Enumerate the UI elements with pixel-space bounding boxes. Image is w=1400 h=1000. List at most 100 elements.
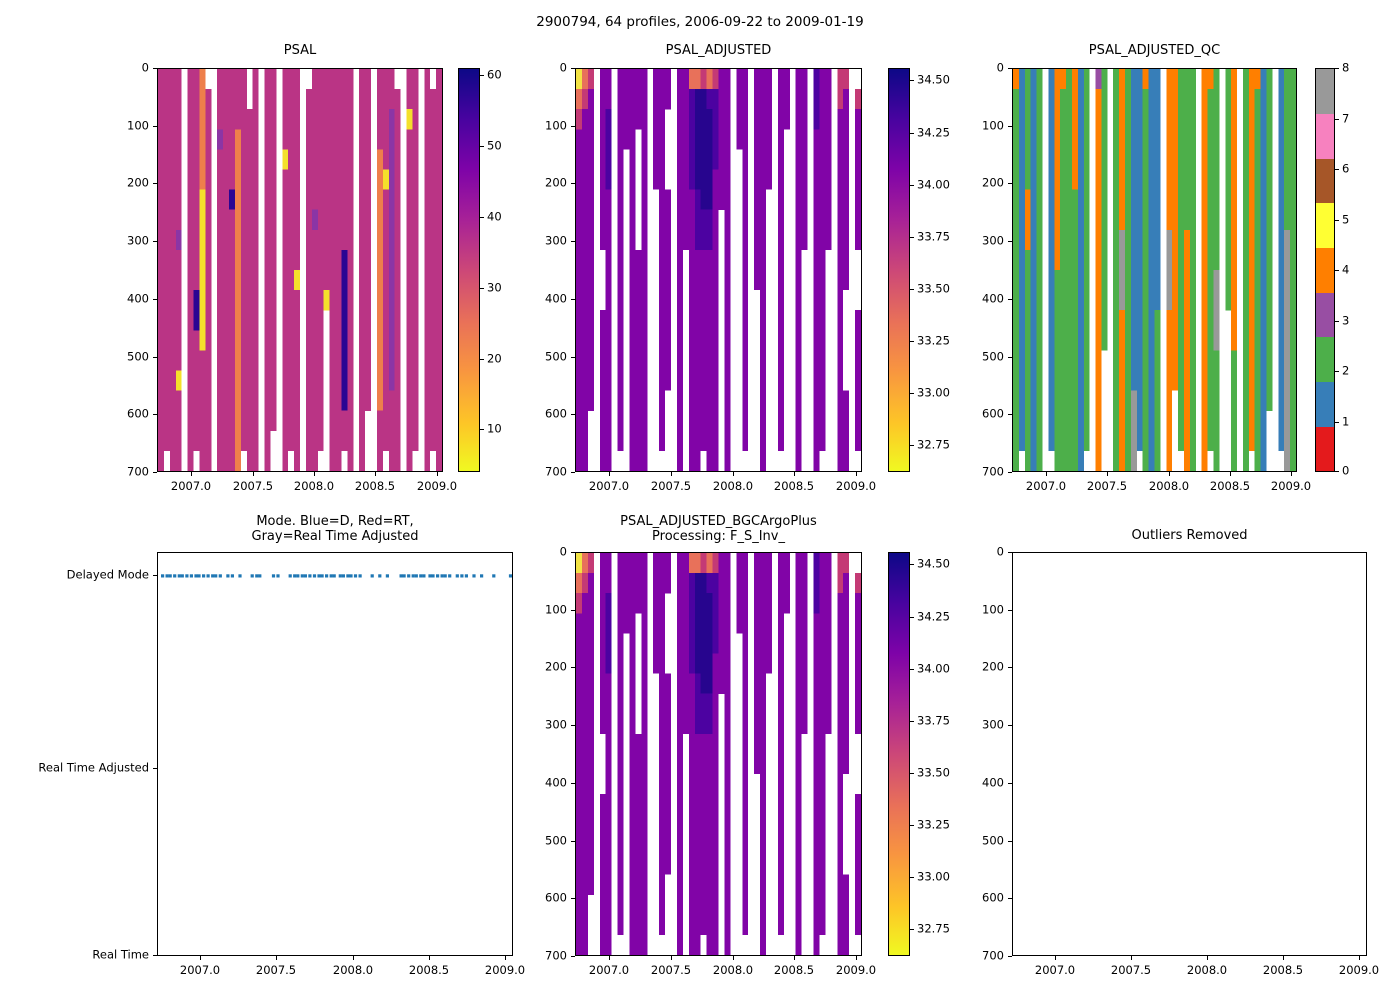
y-tick-label: 100 — [545, 118, 567, 133]
x-tick-label: 2008.5 — [773, 479, 815, 493]
cb-tick-mark — [910, 289, 914, 290]
cb-tick-mark — [1335, 471, 1339, 472]
y-tick-label: 200 — [545, 175, 567, 190]
y-tick-mark — [571, 610, 575, 611]
title-mode-line1: Mode. Blue=D, Red=RT, — [256, 514, 414, 529]
y-tick-mark — [1008, 841, 1012, 842]
y-tick-label: 300 — [982, 717, 1004, 732]
y-tick-label: 0 — [559, 60, 567, 75]
cb-tick-mark — [1335, 270, 1339, 271]
y-tick-mark — [1008, 472, 1012, 473]
y-tick-label: 0 — [141, 60, 149, 75]
y-tick-mark — [571, 357, 575, 358]
x-tick-label: 2008.5 — [773, 963, 815, 977]
title-bgc: PSAL_ADJUSTED_BGCArgoPlus Processing: F_S… — [575, 514, 862, 544]
x-tick-label: 2008.0 — [1186, 963, 1228, 977]
x-tick-mark — [1055, 956, 1056, 960]
cb-tick-mark — [910, 564, 914, 565]
cb-tick-label: 6 — [1342, 161, 1350, 176]
cb-tick-label: 32.75 — [917, 921, 950, 936]
panel-psal-adjusted-heatmap — [576, 69, 861, 471]
x-tick-mark — [794, 956, 795, 960]
x-tick-label: 2007.0 — [179, 963, 221, 977]
panel-outliers-removed — [1012, 552, 1367, 956]
y-tick-label: 600 — [982, 406, 1004, 421]
y-tick-label: 200 — [127, 175, 149, 190]
title-psal-adjusted-qc: PSAL_ADJUSTED_QC — [1088, 43, 1221, 58]
cb-tick-label: 0 — [1342, 463, 1350, 478]
y-tick-mark — [571, 68, 575, 69]
cb-tick-mark — [910, 877, 914, 878]
y-tick-label: 700 — [545, 464, 567, 479]
cb-tick-mark — [910, 669, 914, 670]
y-tick-label: 0 — [559, 544, 567, 559]
cb-tick-mark — [910, 929, 914, 930]
cb-tick-label: 33.75 — [917, 713, 950, 728]
y-tick-label: 100 — [545, 602, 567, 617]
y-tick-label: 500 — [545, 349, 567, 364]
x-tick-label: 2007.5 — [650, 963, 692, 977]
cb-tick-mark — [1335, 321, 1339, 322]
x-tick-mark — [733, 472, 734, 476]
panel-mode — [157, 552, 513, 956]
y-tick-mark — [153, 68, 157, 69]
y-tick-mark — [571, 241, 575, 242]
x-tick-mark — [671, 956, 672, 960]
panel-psal-adjusted — [575, 68, 862, 472]
cb-tick-mark — [480, 146, 484, 147]
y-tick-mark — [571, 552, 575, 553]
x-tick-mark — [1230, 472, 1231, 476]
x-tick-mark — [505, 956, 506, 960]
x-tick-mark — [1291, 472, 1292, 476]
x-tick-mark — [1107, 472, 1108, 476]
cb-tick-mark — [910, 341, 914, 342]
cb-tick-label: 34.50 — [917, 72, 950, 87]
y-tick-label: 700 — [127, 464, 149, 479]
cb-tick-mark — [480, 288, 484, 289]
y-tick-mark — [153, 768, 157, 769]
y-tick-mark — [1008, 610, 1012, 611]
x-tick-mark — [276, 956, 277, 960]
cb-tick-mark — [910, 237, 914, 238]
y-tick-mark — [1008, 241, 1012, 242]
x-tick-mark — [1169, 472, 1170, 476]
y-tick-mark — [571, 414, 575, 415]
x-tick-label: 2007.0 — [1025, 479, 1067, 493]
y-tick-label: 500 — [127, 349, 149, 364]
x-tick-label: 2008.0 — [712, 963, 754, 977]
x-tick-label: 2009.0 — [835, 479, 877, 493]
x-tick-label: 2007.5 — [232, 479, 274, 493]
panel-bgc-heatmap — [576, 553, 861, 955]
y-tick-mark — [1008, 552, 1012, 553]
x-tick-label: 2007.5 — [1110, 963, 1152, 977]
cb-tick-label: 34.25 — [917, 125, 950, 140]
y-tick-label: 400 — [127, 291, 149, 306]
cb-tick-label: 33.25 — [917, 333, 950, 348]
y-tick-mark — [571, 126, 575, 127]
panel-psal-heatmap — [158, 69, 442, 471]
x-tick-mark — [1283, 956, 1284, 960]
y-tick-mark — [1008, 667, 1012, 668]
title-psal: PSAL — [283, 43, 317, 58]
x-tick-label: 2007.5 — [650, 479, 692, 493]
y-tick-mark — [1008, 357, 1012, 358]
x-tick-mark — [200, 956, 201, 960]
x-tick-mark — [794, 472, 795, 476]
cb-tick-label: 33.00 — [917, 869, 950, 884]
cb-tick-mark — [1335, 371, 1339, 372]
y-tick-mark — [153, 414, 157, 415]
x-tick-mark — [253, 472, 254, 476]
cb-tick-mark — [910, 825, 914, 826]
y-tick-label: 100 — [982, 602, 1004, 617]
title-psal-adjusted: PSAL_ADJUSTED — [665, 43, 772, 58]
x-tick-label: 2009.0 — [484, 963, 526, 977]
x-tick-label: 2009.0 — [1270, 479, 1312, 493]
cb-tick-label: 33.75 — [917, 229, 950, 244]
cb-tick-label: 3 — [1342, 313, 1350, 328]
y-tick-mark — [153, 183, 157, 184]
y-tick-mark — [1008, 183, 1012, 184]
panel-psal-colorbar — [458, 68, 480, 472]
mode-category-label: Real Time — [92, 947, 149, 962]
cb-tick-mark — [480, 429, 484, 430]
cb-tick-mark — [1335, 68, 1339, 69]
